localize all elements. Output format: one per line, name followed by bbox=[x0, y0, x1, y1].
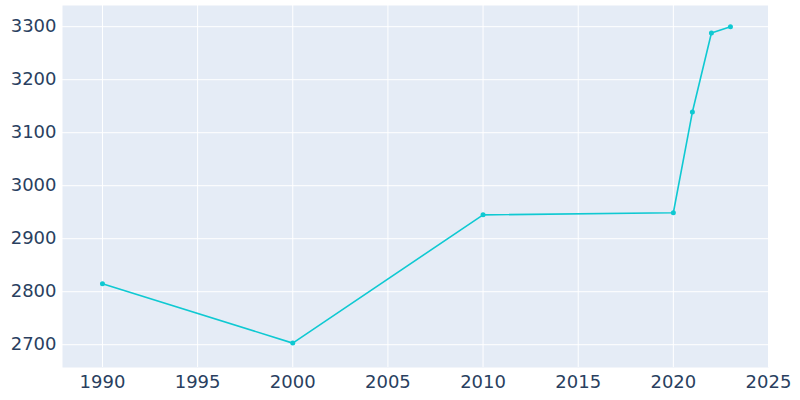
svg-text:2000: 2000 bbox=[270, 371, 316, 392]
svg-text:2700: 2700 bbox=[11, 333, 57, 354]
svg-text:2020: 2020 bbox=[650, 371, 696, 392]
svg-text:2015: 2015 bbox=[555, 371, 601, 392]
svg-text:3300: 3300 bbox=[11, 15, 57, 36]
svg-text:2005: 2005 bbox=[365, 371, 411, 392]
svg-text:3100: 3100 bbox=[11, 121, 57, 142]
svg-text:2800: 2800 bbox=[11, 280, 57, 301]
svg-text:2900: 2900 bbox=[11, 227, 57, 248]
svg-text:2025: 2025 bbox=[746, 371, 792, 392]
svg-text:2010: 2010 bbox=[460, 371, 506, 392]
svg-text:1990: 1990 bbox=[80, 371, 126, 392]
svg-text:1995: 1995 bbox=[175, 371, 221, 392]
svg-text:3000: 3000 bbox=[11, 174, 57, 195]
svg-text:3200: 3200 bbox=[11, 68, 57, 89]
